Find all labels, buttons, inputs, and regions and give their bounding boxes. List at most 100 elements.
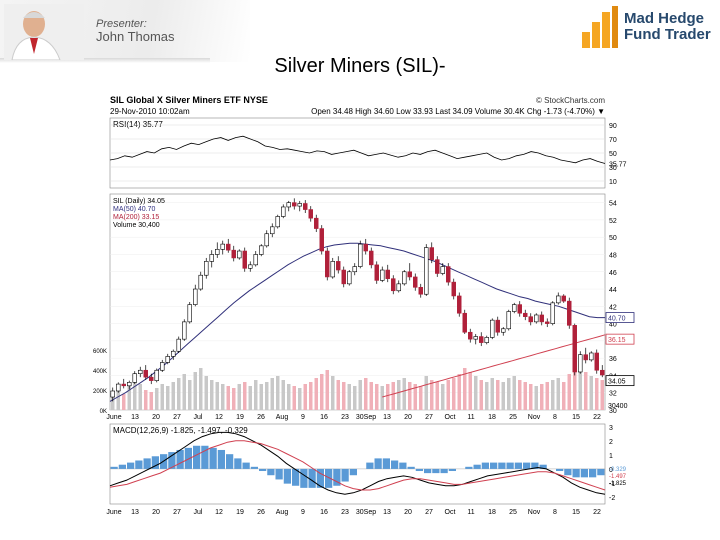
volume-bar xyxy=(507,378,511,410)
volume-tick-label: 600K xyxy=(93,349,107,355)
volume-bar xyxy=(237,384,241,410)
rsi-tick-label: 50 xyxy=(609,151,617,158)
volume-bar xyxy=(402,378,406,410)
candle-body xyxy=(594,352,599,371)
macd-histogram-bar xyxy=(283,468,291,484)
volume-bar xyxy=(562,382,566,410)
candle-body xyxy=(435,259,440,274)
macd-histogram-bar xyxy=(333,468,341,486)
volume-bar xyxy=(391,382,395,410)
candle-body xyxy=(440,266,445,274)
candle-body xyxy=(308,209,313,219)
volume-bar xyxy=(446,380,450,410)
volume-bar xyxy=(369,382,373,410)
macd-x-axis-label: 15 xyxy=(572,509,580,516)
volume-bar xyxy=(441,384,445,410)
volume-bar xyxy=(430,380,434,410)
macd-histogram-bar xyxy=(349,468,357,476)
rsi-tick-label: 90 xyxy=(609,123,617,130)
last-price-tag-box xyxy=(605,375,635,387)
macd-histogram-bar xyxy=(135,460,143,469)
ma200-line xyxy=(382,334,606,398)
x-axis-label: 19 xyxy=(236,414,244,421)
macd-histogram-bar xyxy=(589,468,597,478)
macd-histogram-bar xyxy=(226,454,234,469)
price-tick-label: 52 xyxy=(609,218,617,225)
candle-body xyxy=(407,271,412,278)
volume-bar xyxy=(276,376,280,410)
candle-body xyxy=(446,266,451,283)
volume-bar xyxy=(518,380,522,410)
volume-tick-label: 400K xyxy=(93,369,107,375)
volume-bar xyxy=(474,376,478,410)
volume-bar xyxy=(545,382,549,410)
macd-x-axis-label: 13 xyxy=(383,509,391,516)
macd-histogram-bar xyxy=(143,458,151,469)
chart-quote-line: Open 34.48 High 34.60 Low 33.93 Last 34.… xyxy=(311,107,605,116)
ma50-value-tag-box xyxy=(605,312,635,323)
candle-body xyxy=(270,226,275,235)
stock-chart: SIL Global X Silver Miners ETF NYSE © Sto… xyxy=(80,90,640,520)
x-axis-label: 13 xyxy=(383,414,391,421)
x-axis-label: 18 xyxy=(488,414,496,421)
candle-body xyxy=(275,216,280,228)
macd-histogram-bar xyxy=(151,456,159,469)
price-tick-label: 44 xyxy=(609,287,617,294)
candle-body xyxy=(479,336,484,343)
volume-bar xyxy=(116,388,120,410)
candle-body xyxy=(539,314,544,323)
candle-body xyxy=(336,261,341,271)
price-legend-entry: MA(200) 33.15 xyxy=(113,214,159,221)
candle-body xyxy=(204,261,209,276)
volume-bar xyxy=(501,382,505,410)
macd-histogram-bar xyxy=(184,447,192,469)
price-tick-label: 42 xyxy=(609,304,617,311)
volume-bar xyxy=(584,372,588,410)
candle-body xyxy=(517,304,522,314)
volume-bar xyxy=(226,386,230,410)
logo-text-line1: Mad Hedge xyxy=(624,10,705,27)
macd-x-axis-label: 25 xyxy=(509,509,517,516)
candle-body xyxy=(363,243,368,252)
candle-body xyxy=(589,352,594,361)
volume-bar xyxy=(375,384,379,410)
macd-histogram-bar xyxy=(564,468,572,476)
volume-bar xyxy=(331,376,335,410)
volume-bar xyxy=(397,380,401,410)
candle-body xyxy=(462,312,467,333)
price-tick-label: 50 xyxy=(609,235,617,242)
volume-bar xyxy=(292,386,296,410)
rsi-line xyxy=(109,135,606,164)
volume-bar xyxy=(567,374,571,410)
candle-body xyxy=(391,278,396,292)
candle-body xyxy=(116,383,121,392)
candle-body xyxy=(237,250,242,259)
volume-bar xyxy=(452,378,456,410)
candle-body xyxy=(319,228,324,252)
macd-signal-line xyxy=(109,440,606,491)
volume-bar xyxy=(419,386,423,410)
candle-body xyxy=(413,276,418,288)
macd-x-axis-label: 16 xyxy=(320,509,328,516)
volume-bar xyxy=(243,382,247,410)
x-axis-label: 20 xyxy=(152,414,160,421)
macd-x-axis-label: 23 xyxy=(341,509,349,516)
macd-x-axis-label: Nov xyxy=(528,509,541,516)
candle-body xyxy=(347,271,352,285)
x-axis-label: 23 xyxy=(341,414,349,421)
candle-body xyxy=(374,264,379,281)
macd-x-axis-label: 26 xyxy=(257,509,265,516)
candle-body xyxy=(143,369,148,378)
macd-histogram-bar xyxy=(267,468,275,476)
candle-body xyxy=(358,243,363,267)
macd-current-label: -1.497 xyxy=(609,474,627,480)
macd-histogram-bar xyxy=(234,458,242,469)
ma50-line xyxy=(109,242,605,402)
volume-bar xyxy=(342,382,346,410)
macd-x-axis-label: 13 xyxy=(131,509,139,516)
volume-bar xyxy=(133,380,137,410)
macd-histogram-bar xyxy=(382,458,390,469)
x-axis-label: 13 xyxy=(131,414,139,421)
rsi-current-label: 35.77 xyxy=(609,162,627,169)
macd-histogram-bar xyxy=(391,460,399,469)
